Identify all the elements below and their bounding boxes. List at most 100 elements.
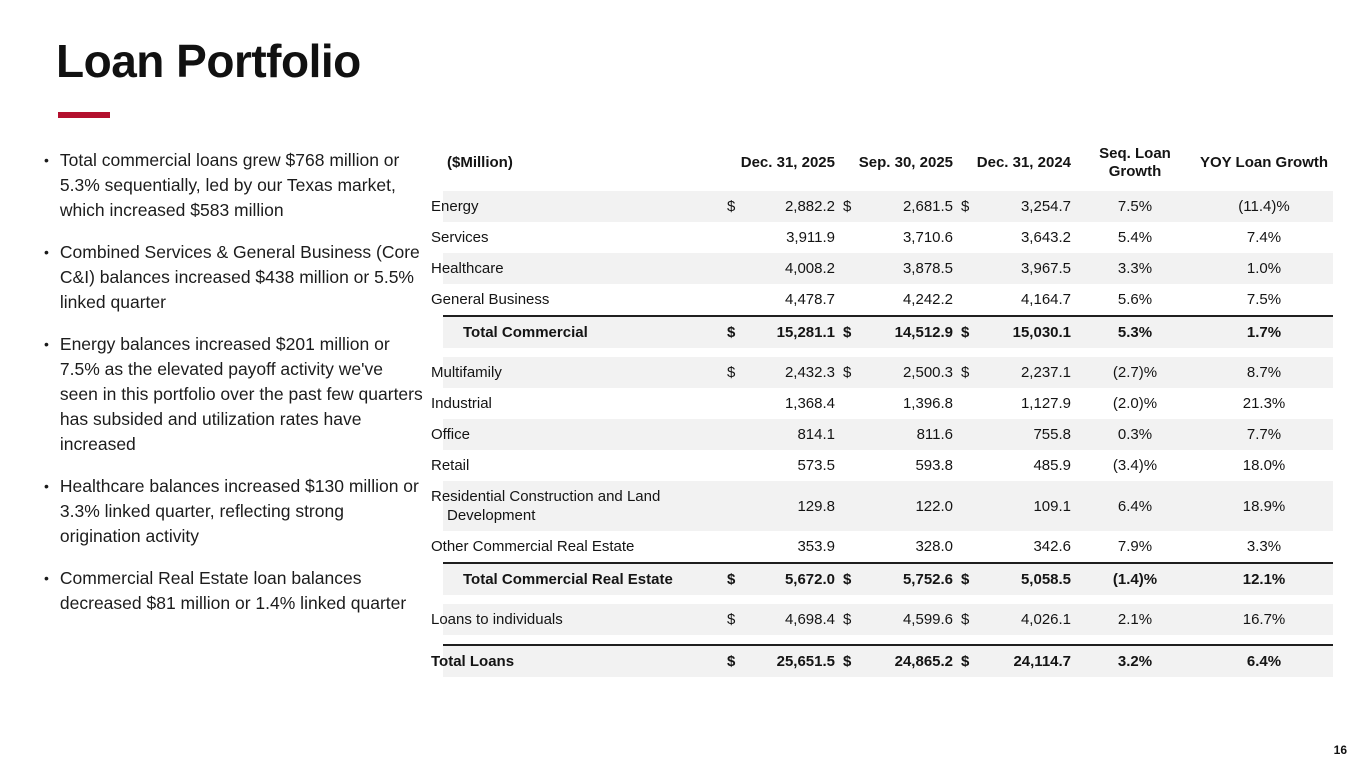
table-row: Total Commercial $ 15,281.1 $ 14,512.9 $…: [443, 315, 1334, 348]
bullet-text: Healthcare balances increased $130 milli…: [59, 476, 419, 546]
currency-sign-dec-2025: $: [723, 357, 747, 388]
yoy-loan-growth-value: 16.7%: [1195, 604, 1334, 635]
row-label: Loans to individuals: [431, 604, 723, 635]
title-accent-bar: [58, 112, 110, 118]
bullet-text: Total commercial loans grew $768 million…: [59, 150, 400, 220]
seq-loan-growth-value: 5.6%: [1117, 291, 1153, 308]
value-sep-30-2025: 14,512.9: [865, 315, 958, 348]
table-row: Other Commercial Real Estate 353.9 328.0…: [431, 531, 1333, 563]
currency-sign-sep-2025: [839, 450, 865, 481]
yoy-loan-growth-value: 12.1%: [1195, 562, 1334, 595]
row-label: Services: [431, 229, 489, 246]
value-sep-30-2025: 4,599.6: [865, 604, 958, 635]
loan-portfolio-table: ($Million) Dec. 31, 2025 Sep. 30, 2025 D…: [431, 141, 1334, 677]
seq-loan-growth-value: 7.5%: [1075, 191, 1196, 222]
yoy-loan-growth-value: 1.7%: [1195, 315, 1334, 348]
table-row: Office 814.1 811.6 755.8 0.3% 7.7%: [431, 419, 1334, 450]
value-dec-31-2025: 1,368.4: [784, 395, 835, 412]
value-dec-31-2025: 2,432.3: [747, 357, 839, 388]
value-sep-30-2025: 3,710.6: [902, 229, 954, 246]
table-row: Loans to individuals $ 4,698.4 $ 4,599.6…: [431, 604, 1334, 635]
row-label: Total Loans: [431, 644, 723, 677]
row-label: Residential Construction and Land Develo…: [431, 481, 723, 531]
value-dec-31-2025: 814.1: [747, 419, 839, 450]
currency-sign-dec-2024: $: [957, 644, 984, 677]
bullet-item: • Energy balances increased $201 million…: [42, 332, 424, 457]
currency-sign-dec-2025: $: [723, 604, 747, 635]
bullet-item: • Healthcare balances increased $130 mil…: [42, 474, 424, 549]
col-header-unit: ($Million): [447, 154, 513, 171]
value-dec-31-2024: 2,237.1: [983, 357, 1076, 388]
currency-sign-dec-2024: $: [957, 191, 984, 222]
currency-sign-dec-2024: [957, 419, 984, 450]
bullet-dot: •: [44, 152, 49, 168]
yoy-loan-growth-value: 18.0%: [1242, 457, 1286, 474]
col-header-seq-loan-growth: Seq. Loan Growth: [1099, 145, 1171, 180]
value-sep-30-2025: 1,396.8: [902, 395, 954, 412]
currency-sign-sep-2025: $: [839, 562, 865, 595]
currency-sign-sep-2025: [839, 388, 865, 419]
currency-sign-sep-2025: $: [839, 191, 865, 222]
currency-sign-dec-2025: $: [723, 562, 747, 595]
currency-sign-dec-2024: [957, 481, 984, 531]
value-dec-31-2025: 4,478.7: [784, 291, 835, 308]
value-dec-31-2024: 109.1: [983, 481, 1076, 531]
value-sep-30-2025: 3,878.5: [865, 253, 958, 284]
value-dec-31-2024: 4,164.7: [1020, 291, 1072, 308]
value-sep-30-2025: 5,752.6: [865, 562, 958, 595]
row-label: Energy: [431, 191, 723, 222]
bullet-dot: •: [44, 570, 49, 586]
currency-sign-dec-2025: $: [723, 315, 747, 348]
table-row: Retail 573.5 593.8 485.9 (3.4)% 18.0%: [431, 450, 1333, 481]
value-sep-30-2025: 2,681.5: [865, 191, 958, 222]
currency-sign-dec-2024: $: [957, 562, 984, 595]
currency-sign-dec-2025: [723, 284, 747, 316]
value-dec-31-2024: 15,030.1: [983, 315, 1076, 348]
currency-sign-sep-2025: $: [839, 604, 865, 635]
value-sep-30-2025: 2,500.3: [865, 357, 958, 388]
col-header-yoy-loan-growth: YOY Loan Growth: [1199, 154, 1329, 171]
seq-loan-growth-value: (1.4)%: [1075, 562, 1196, 595]
value-dec-31-2025: 4,698.4: [747, 604, 839, 635]
currency-sign-dec-2024: [957, 222, 983, 253]
value-dec-31-2025: 129.8: [747, 481, 839, 531]
value-sep-30-2025: 328.0: [915, 538, 954, 555]
seq-loan-growth-value: 2.1%: [1075, 604, 1196, 635]
currency-sign-dec-2024: [957, 253, 984, 284]
bullet-text: Commercial Real Estate loan balances dec…: [59, 568, 407, 613]
value-dec-31-2025: 353.9: [797, 538, 835, 555]
seq-loan-growth-value: 6.4%: [1075, 481, 1196, 531]
table-header-row: ($Million) Dec. 31, 2025 Sep. 30, 2025 D…: [443, 141, 1333, 191]
seq-loan-growth-value: 0.3%: [1075, 419, 1196, 450]
currency-sign-dec-2024: $: [957, 357, 984, 388]
bullet-item: • Total commercial loans grew $768 milli…: [42, 148, 424, 223]
row-label: Office: [431, 419, 723, 450]
currency-sign-sep-2025: [839, 253, 865, 284]
value-dec-31-2024: 342.6: [1033, 538, 1072, 555]
value-dec-31-2024: 1,127.9: [1020, 395, 1072, 412]
row-label: Total Commercial Real Estate: [443, 562, 723, 595]
value-dec-31-2024: 3,254.7: [983, 191, 1076, 222]
currency-sign-dec-2025: [723, 388, 747, 419]
value-dec-31-2025: 4,008.2: [747, 253, 839, 284]
currency-sign-dec-2025: $: [723, 191, 747, 222]
currency-sign-sep-2025: [839, 222, 865, 253]
value-sep-30-2025: 122.0: [865, 481, 958, 531]
col-header-dec-31-2024: Dec. 31, 2024: [976, 154, 1072, 171]
seq-loan-growth-value: (3.4)%: [1112, 457, 1158, 474]
yoy-loan-growth-value: 6.4%: [1195, 644, 1334, 677]
currency-sign-dec-2025: [723, 253, 747, 284]
currency-sign-dec-2025: [723, 450, 747, 481]
currency-sign-sep-2025: [839, 481, 865, 531]
value-dec-31-2024: 24,114.7: [983, 644, 1076, 677]
table-row: Energy $ 2,882.2 $ 2,681.5 $ 3,254.7 7.5…: [431, 191, 1334, 222]
value-dec-31-2025: 3,911.9: [786, 229, 835, 246]
col-header-dec-31-2025: Dec. 31, 2025: [740, 154, 835, 171]
yoy-loan-growth-value: 21.3%: [1242, 395, 1286, 412]
page-title: Loan Portfolio: [56, 35, 361, 87]
value-sep-30-2025: 24,865.2: [865, 644, 958, 677]
currency-sign-dec-2025: [723, 222, 747, 253]
page-number: 16: [1333, 743, 1347, 757]
yoy-loan-growth-value: 7.5%: [1246, 291, 1282, 308]
